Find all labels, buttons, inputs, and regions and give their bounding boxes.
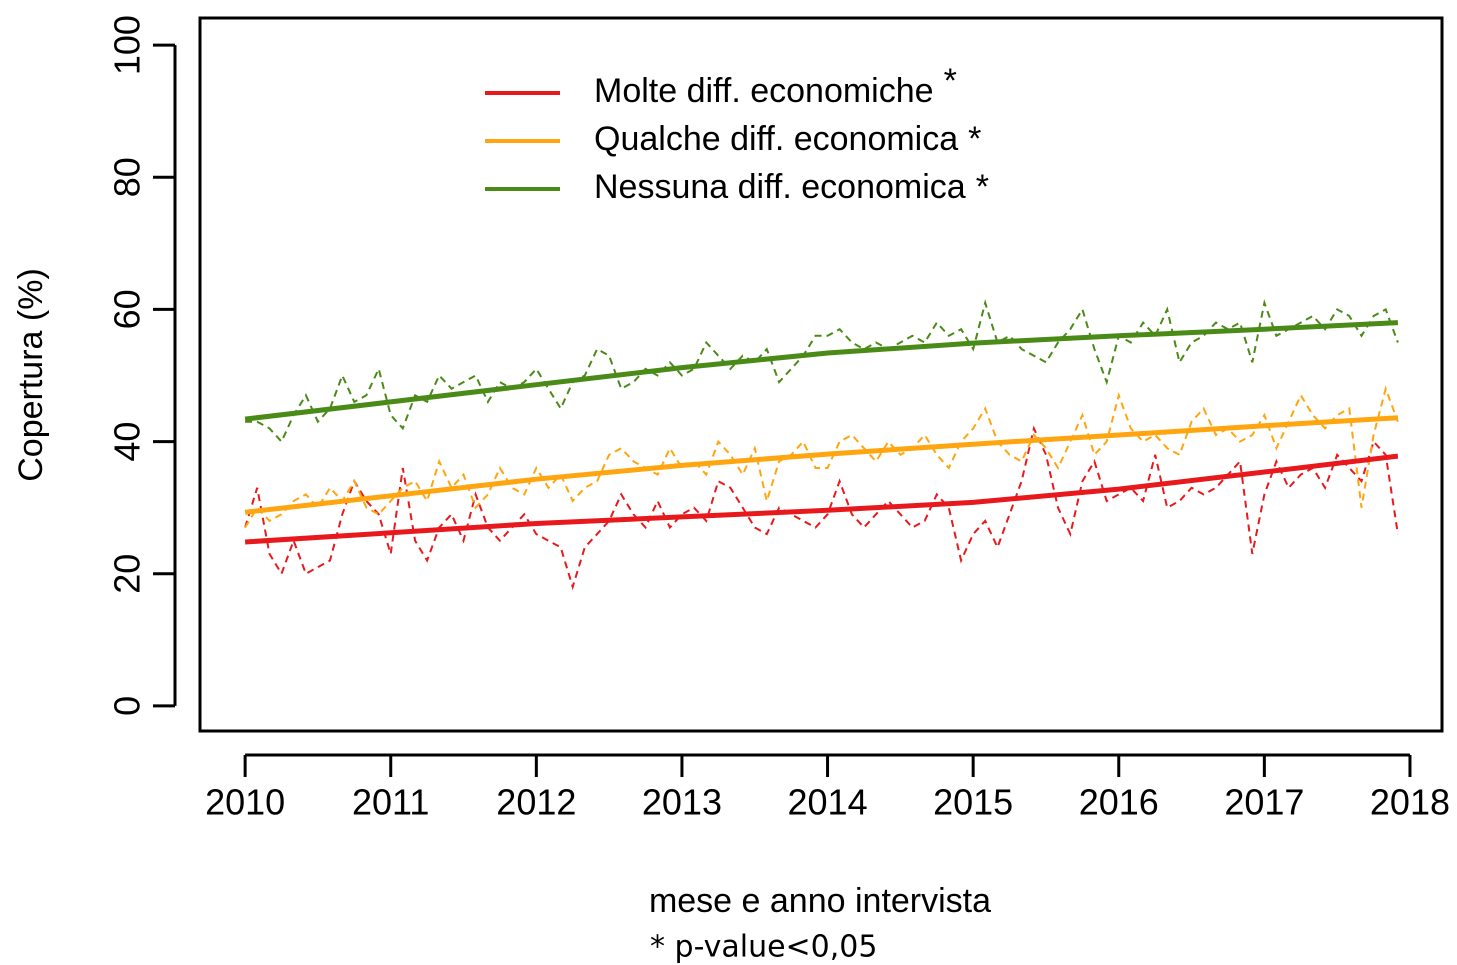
x-tick-label: 2016: [1079, 782, 1159, 823]
x-tick-label: 2013: [642, 782, 722, 823]
trend-line: [244, 453, 1399, 545]
footnote: * p-value<0,05: [650, 930, 877, 965]
x-tick-label: 2010: [205, 782, 285, 823]
x-axis-title: mese e anno intervista: [649, 882, 991, 920]
x-tick-label: 2015: [933, 782, 1013, 823]
legend-label: Qualche diff. economica: [594, 120, 958, 158]
y-tick-label: 80: [107, 157, 148, 197]
y-axis-title: Copertura (%): [12, 268, 50, 482]
monthly-line: [244, 385, 1399, 529]
legend-label: Molte diff. economiche: [594, 72, 934, 110]
y-tick-label: 20: [107, 554, 148, 594]
x-tick-label: 2011: [352, 782, 429, 823]
plot-box: [198, 16, 1444, 733]
y-tick-label: 0: [107, 696, 148, 716]
legend-label: Nessuna diff. economica: [594, 168, 966, 206]
significance-mark: *: [968, 120, 981, 158]
y-tick-label: 40: [107, 422, 148, 462]
x-tick-label: 2017: [1224, 782, 1304, 823]
trend-line: [244, 320, 1399, 422]
x-tick-label: 2012: [496, 782, 576, 823]
y-tick-label: 100: [107, 15, 148, 75]
trend-line: [244, 415, 1399, 515]
monthly-line: [245, 299, 1399, 444]
x-tick-label: 2018: [1370, 782, 1450, 823]
x-tick-label: 2014: [788, 782, 868, 823]
y-tick-label: 60: [107, 289, 148, 329]
significance-mark: *: [976, 168, 989, 206]
significance-mark: *: [944, 62, 957, 100]
